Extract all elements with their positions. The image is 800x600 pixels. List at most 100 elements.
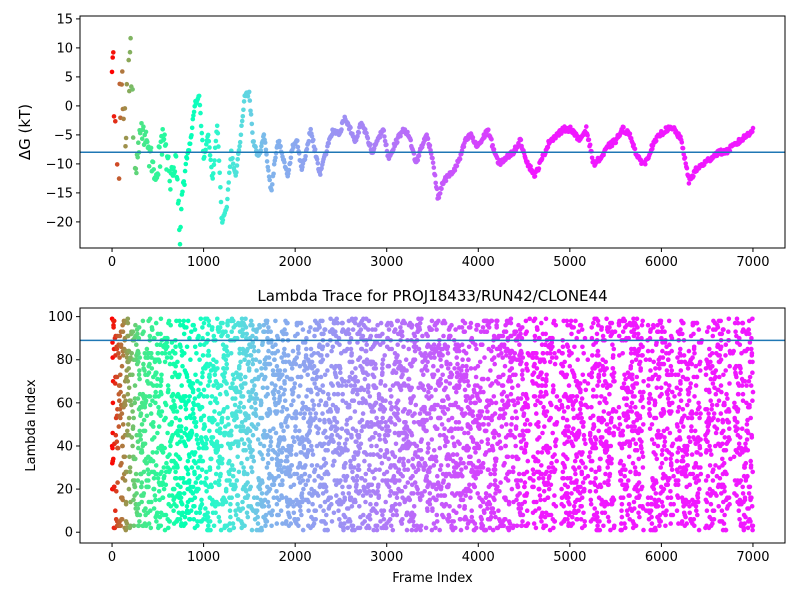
lambda-point	[312, 333, 317, 339]
lambda-point	[548, 512, 554, 518]
lambda-point	[355, 391, 360, 397]
lambda-point	[439, 422, 445, 427]
lambda-point	[141, 491, 147, 496]
delta-g-point	[286, 171, 291, 176]
lambda-point	[548, 482, 554, 488]
lambda-point	[112, 484, 117, 490]
lambda-point	[581, 351, 586, 356]
lambda-point	[126, 422, 131, 427]
lambda-point	[306, 329, 312, 335]
lambda-point	[578, 411, 583, 416]
lambda-point	[486, 467, 491, 473]
lambda-point	[579, 415, 584, 421]
lambda-point	[313, 411, 319, 416]
lambda-point	[233, 508, 238, 513]
lambda-point	[360, 333, 366, 339]
lambda-point	[596, 353, 601, 358]
lambda-point	[282, 387, 288, 393]
lambda-point	[442, 426, 447, 432]
lambda-point	[149, 351, 154, 356]
lambda-point	[257, 325, 263, 330]
lambda-point	[290, 389, 296, 395]
lambda-point	[264, 465, 270, 470]
lambda-point	[205, 331, 210, 337]
lambda-point	[453, 400, 459, 406]
delta-g-point	[227, 170, 232, 176]
lambda-point	[231, 376, 237, 382]
lambda-point	[446, 396, 451, 401]
lambda-point	[371, 374, 377, 380]
lambda-point	[177, 456, 183, 462]
lambda-point	[597, 467, 602, 473]
lambda-point	[489, 348, 494, 354]
lambda-point	[346, 402, 352, 408]
lambda-point	[122, 454, 128, 460]
lambda-point	[369, 443, 374, 449]
lambda-point	[480, 460, 486, 466]
delta-g-point	[395, 140, 400, 145]
lambda-point	[356, 432, 362, 438]
lambda-point	[261, 504, 267, 509]
lambda-point	[225, 322, 230, 328]
lambda-point	[142, 368, 147, 373]
lambda-point	[491, 435, 497, 440]
lambda-point	[401, 463, 407, 468]
lambda-point	[168, 443, 173, 449]
lambda-point	[158, 413, 163, 419]
lambda-point	[147, 333, 153, 339]
delta-g-point	[315, 161, 321, 166]
lambda-point	[550, 430, 555, 436]
lambda-point	[485, 409, 490, 414]
lambda-point	[593, 445, 599, 451]
lambda-point	[255, 437, 261, 442]
lambda-point	[598, 456, 603, 462]
lambda-point	[432, 407, 437, 412]
lambda-point	[210, 325, 215, 330]
lambda-point	[141, 469, 147, 475]
lambda-point	[522, 484, 527, 490]
lambda-point	[494, 456, 499, 462]
lambda-point	[285, 353, 291, 358]
lambda-point	[116, 351, 121, 356]
lambda-point	[427, 501, 433, 507]
lambda-point	[417, 327, 423, 332]
lambda-point	[522, 422, 528, 427]
lambda-point	[198, 391, 203, 397]
lambda-point	[466, 357, 471, 363]
lambda-point	[548, 415, 553, 421]
lambda-point	[576, 508, 581, 513]
lambda-point	[195, 465, 201, 470]
lambda-point	[311, 407, 316, 412]
lambda-point	[524, 508, 530, 513]
lambda-point	[350, 469, 355, 475]
lambda-point	[524, 329, 529, 335]
lambda-point	[402, 320, 408, 326]
lambda-point	[573, 398, 579, 404]
lambda-point	[271, 426, 276, 432]
lambda-point	[526, 428, 531, 434]
lambda-point	[435, 473, 440, 479]
lambda-point	[493, 400, 499, 406]
lambda-point	[322, 420, 327, 425]
lambda-point	[204, 476, 209, 481]
lambda-point	[285, 458, 290, 464]
lambda-point	[464, 363, 469, 369]
lambda-point	[190, 381, 196, 386]
lambda-point	[293, 415, 299, 421]
delta-g-point	[490, 143, 496, 148]
x-tick-label: 4000	[462, 255, 495, 270]
delta-g-point	[491, 147, 497, 152]
delta-g-point	[111, 114, 117, 119]
lambda-point	[577, 407, 583, 412]
lambda-point	[574, 454, 580, 460]
lambda-point	[454, 452, 460, 457]
lambda-point	[318, 374, 324, 380]
lambda-point	[184, 325, 189, 330]
lambda-point	[156, 424, 162, 429]
lambda-point	[363, 471, 369, 477]
x-tick-label: 2000	[279, 255, 312, 270]
lambda-point	[473, 374, 479, 380]
lambda-point	[367, 394, 373, 399]
lambda-point	[604, 439, 609, 445]
delta-g-point	[277, 138, 282, 144]
